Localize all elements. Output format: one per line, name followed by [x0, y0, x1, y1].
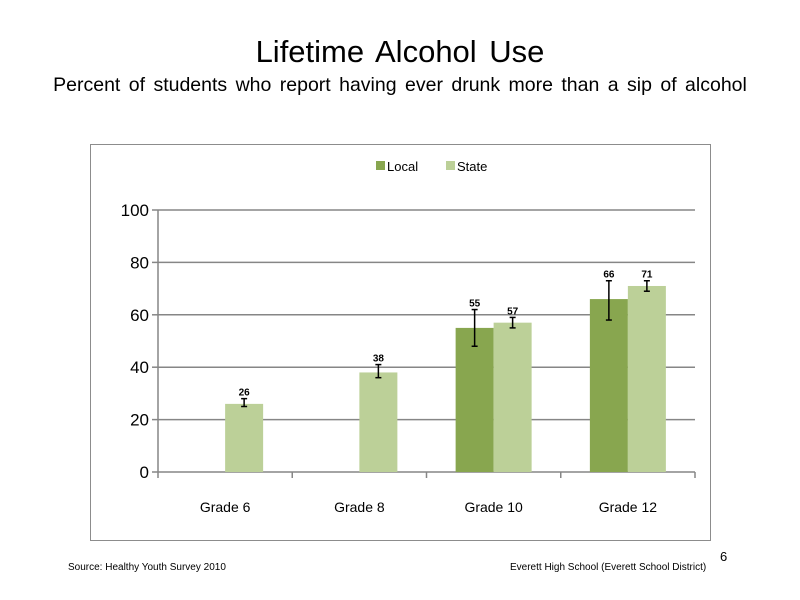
bar-local [589, 299, 628, 472]
x-tick-label: Grade 6 [200, 499, 251, 515]
y-tick-label: 20 [130, 411, 149, 430]
bar-state [493, 322, 532, 472]
x-tick-label: Grade 10 [464, 499, 523, 515]
legend-label-local: Local [387, 159, 418, 174]
school-name: Everett High School (Everett School Dist… [510, 562, 707, 573]
chart-title: Lifetime Alcohol Use [255, 34, 545, 69]
y-tick-label: 40 [130, 358, 149, 377]
data-label: 38 [373, 354, 385, 365]
bar-state [225, 403, 264, 472]
bar-state [359, 372, 398, 472]
legend-swatch-state [446, 161, 455, 170]
data-label: 71 [641, 270, 653, 281]
bar-local [455, 327, 494, 472]
data-label: 55 [469, 299, 481, 310]
data-label: 26 [239, 388, 251, 399]
data-label: 66 [603, 270, 615, 281]
page-number: 6 [720, 549, 728, 564]
legend-label-state: State [457, 159, 487, 174]
x-tick-label: Grade 12 [599, 499, 658, 515]
legend-swatch-local [376, 161, 385, 170]
y-tick-label: 100 [121, 201, 149, 220]
y-tick-label: 80 [130, 253, 149, 272]
data-label: 57 [507, 306, 519, 317]
source-note: Source: Healthy Youth Survey 2010 [68, 562, 226, 573]
y-tick-label: 0 [140, 463, 149, 482]
x-tick-label: Grade 8 [334, 499, 385, 515]
bar-state [627, 285, 666, 472]
chart-subtitle: Percent of students who report having ev… [53, 74, 747, 96]
y-tick-label: 60 [130, 306, 149, 325]
